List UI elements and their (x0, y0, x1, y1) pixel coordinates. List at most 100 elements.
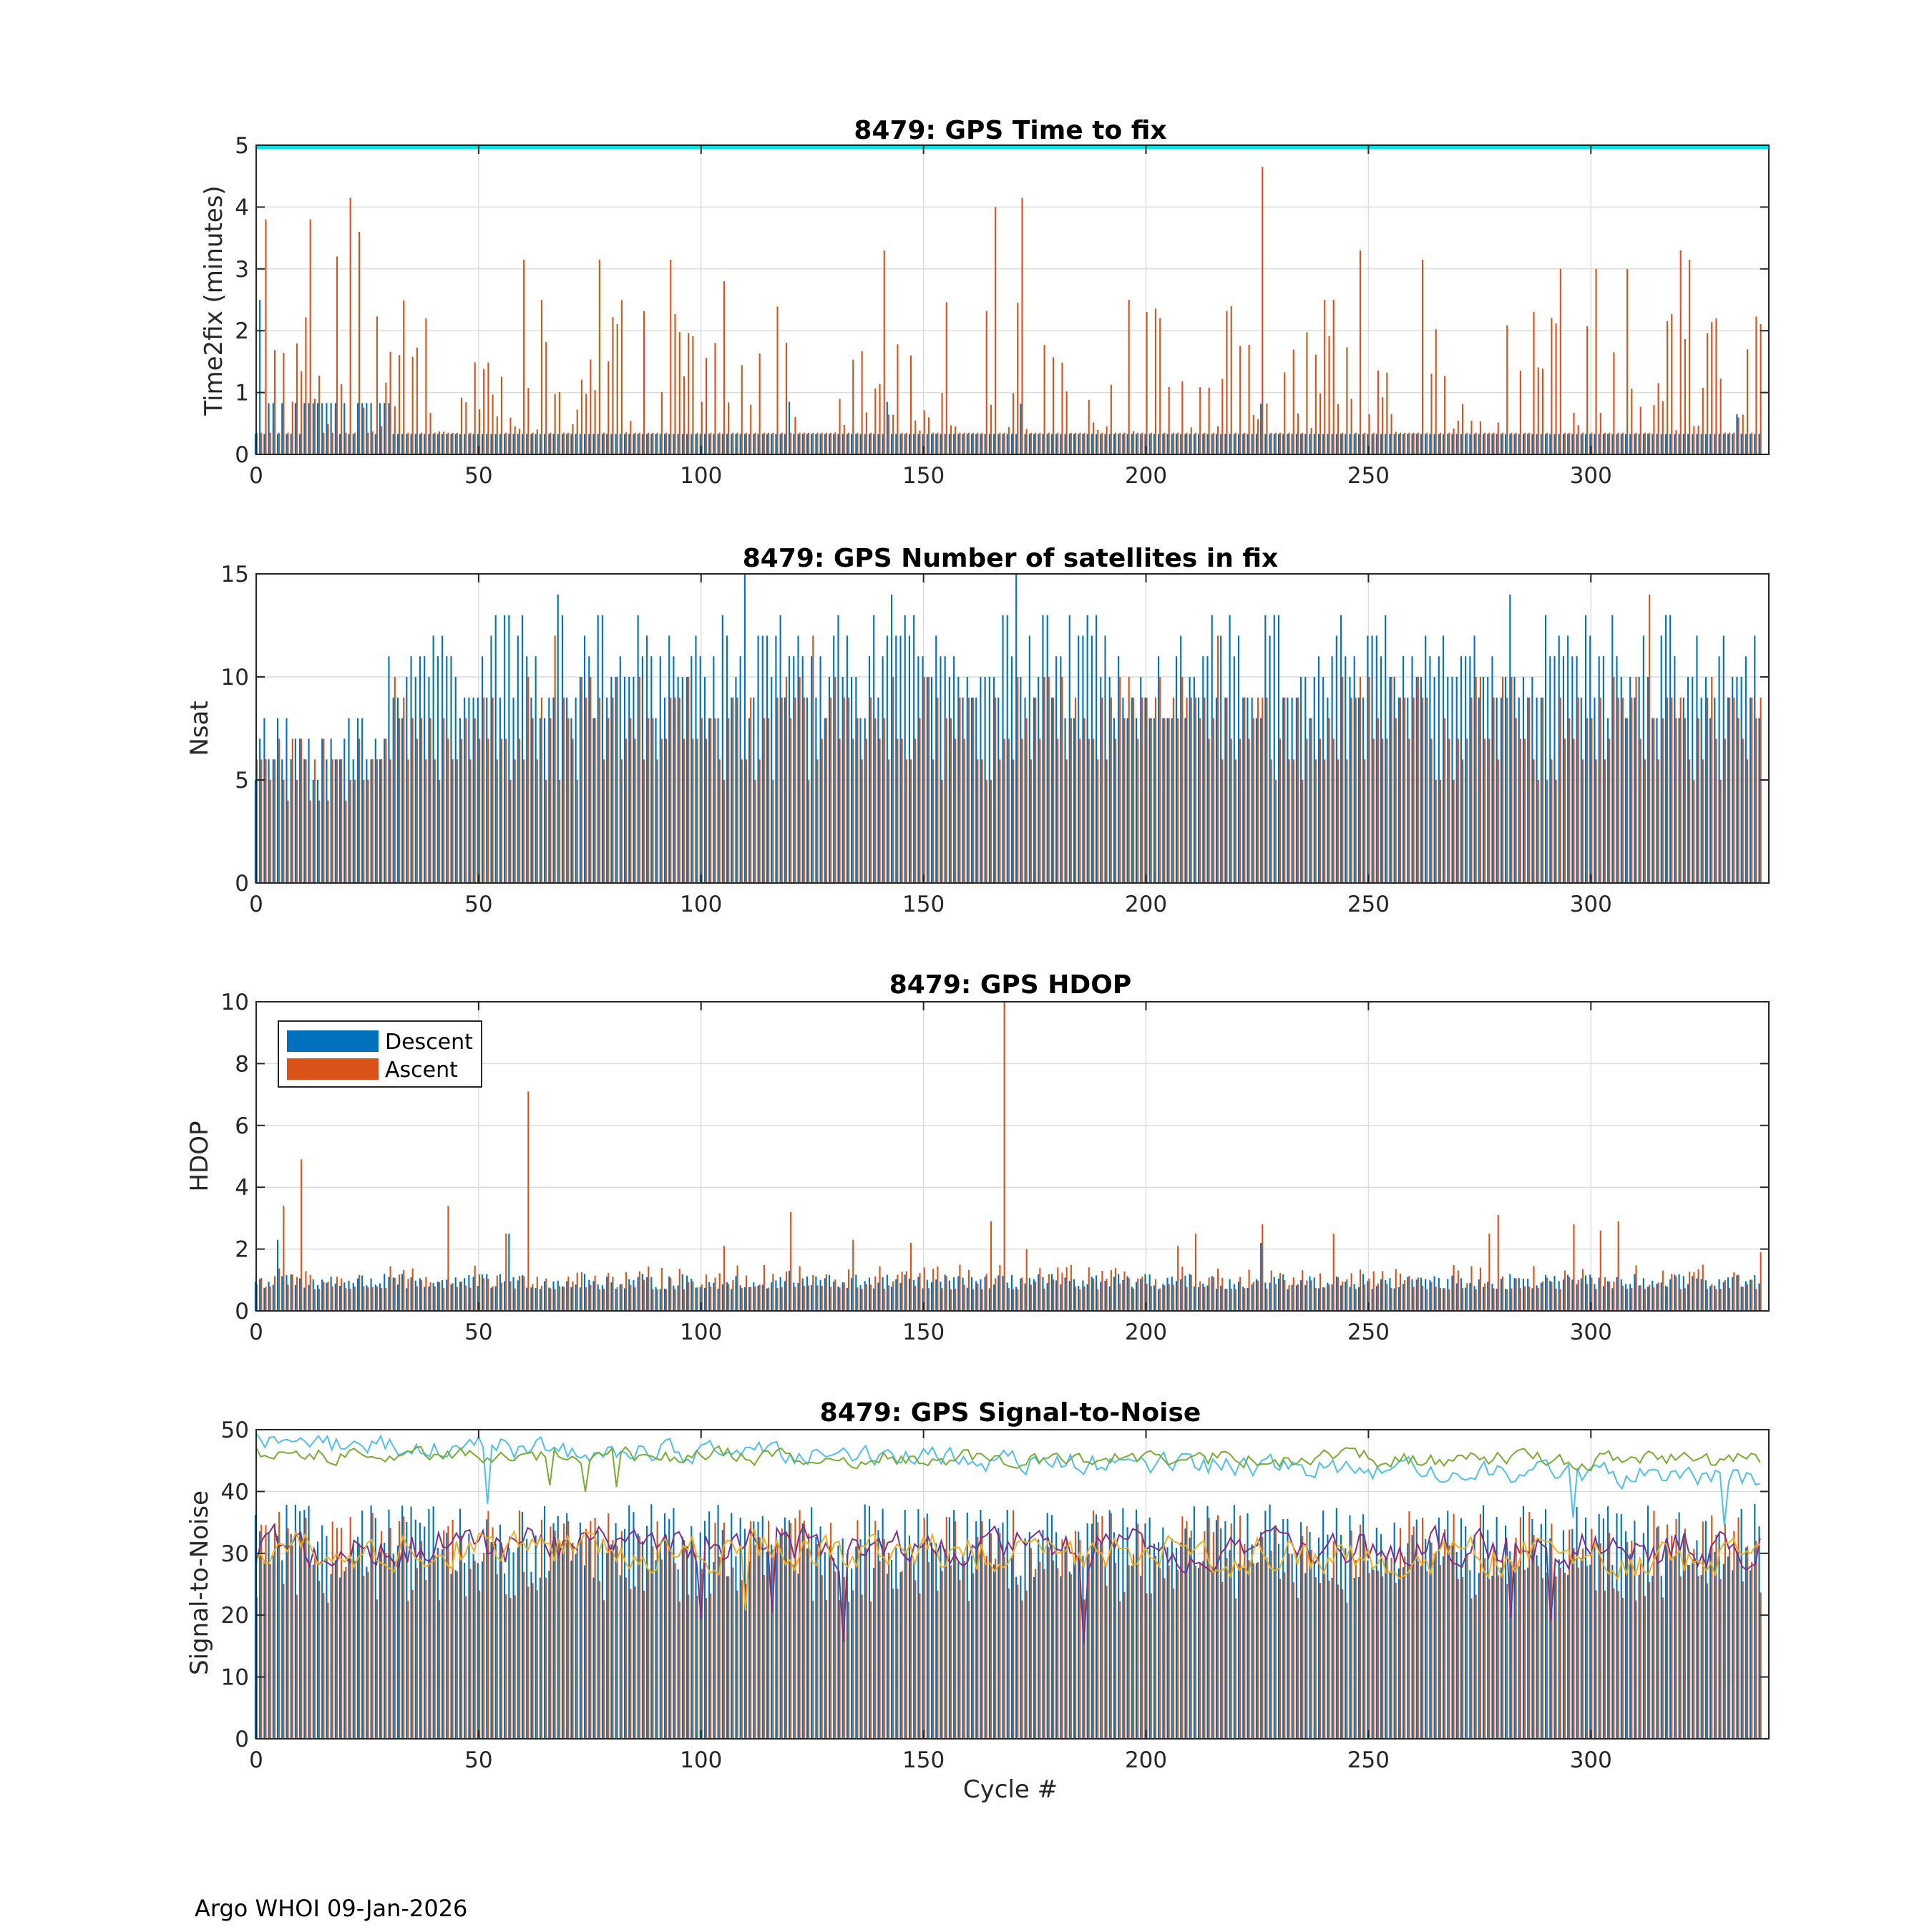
hdop-ascent-bar (1466, 1283, 1468, 1311)
hdop-ascent-bar (883, 1288, 885, 1311)
nsat-descent-bar (526, 656, 528, 883)
nsat-ascent-bar (341, 759, 343, 883)
time-to-fix-ascent-bar (1302, 432, 1304, 454)
nsat-ascent-bar (874, 718, 877, 883)
time-to-fix-descent-bar (472, 434, 474, 454)
snr-descent-bar (739, 1517, 741, 1739)
hdop-descent-bar (321, 1279, 323, 1311)
hdop-ascent-bar (1662, 1270, 1664, 1311)
hdop-ascent-bar (1461, 1288, 1464, 1311)
snr-ascent-bar (1501, 1559, 1504, 1739)
time-to-fix-ascent-bar (825, 432, 827, 454)
nsat-descent-bar (370, 759, 372, 883)
time-to-fix-ascent-bar (955, 426, 957, 454)
nsat-descent-bar (815, 697, 817, 883)
time-to-fix-ascent-bar (1314, 354, 1317, 454)
snr-ascent-bar (1742, 1581, 1744, 1739)
time-to-fix-descent-bar (1046, 434, 1048, 454)
nsat-descent-bar (757, 635, 759, 883)
hdop-descent-bar (717, 1288, 719, 1311)
snr-ascent-bar (1057, 1568, 1059, 1739)
snr-descent-bar (779, 1533, 781, 1739)
hdop-ascent-bar (1262, 1224, 1264, 1311)
hdop-ascent-bar (1039, 1268, 1041, 1311)
snr-descent-bar (1634, 1521, 1636, 1739)
time-to-fix-ascent-bar (772, 432, 774, 454)
time-to-fix-ascent-bar (887, 414, 890, 454)
nsat-ascent-bar (353, 780, 356, 883)
snr-ascent-bar (1760, 1592, 1762, 1739)
nsat-ascent-bar (1537, 780, 1539, 883)
snr-descent-bar (370, 1505, 372, 1739)
time-to-fix-ascent-bar (1644, 432, 1646, 454)
time-to-fix-descent-bar (628, 434, 630, 454)
nsat-descent-bar (966, 677, 968, 883)
hdop-ascent-bar (1288, 1285, 1290, 1311)
time-to-fix-ascent-bar (1270, 432, 1272, 454)
snr-descent-bar (1073, 1559, 1075, 1739)
hdop-ascent-bar (398, 1274, 401, 1311)
hdop-descent-bar (1371, 1289, 1373, 1311)
time-to-fix-descent-bar (1429, 434, 1431, 454)
time-to-fix-ascent-bar (394, 406, 396, 454)
nsat-ascent-bar (799, 677, 801, 883)
nsat-descent-bar (891, 594, 893, 883)
nsat-ascent-bar (1226, 697, 1228, 883)
nsat-descent-bar (877, 697, 879, 883)
nsat-ascent-bar (763, 718, 765, 883)
time-to-fix-ascent-bar (1065, 391, 1068, 454)
time-to-fix-descent-bar (1202, 434, 1204, 454)
hdop-ascent-bar (1733, 1272, 1735, 1311)
hdop-descent-bar (436, 1282, 439, 1311)
nsat-descent-bar (659, 656, 661, 883)
snr-ascent-bar (1577, 1567, 1579, 1739)
hdop-ascent-bar (1083, 1286, 1085, 1311)
time-to-fix-ascent-bar (1733, 432, 1735, 454)
snr-descent-bar (930, 1542, 933, 1739)
time-to-fix-ascent-bar (678, 332, 680, 454)
hdop-ascent-bar (1426, 1289, 1428, 1311)
snr-ascent-bar (496, 1574, 498, 1739)
snr-descent-bar (886, 1574, 888, 1739)
hdop-descent-bar (1482, 1287, 1485, 1311)
nsat-descent-bar (677, 677, 679, 883)
nsat-ascent-bar (1221, 759, 1224, 883)
snr-ascent-bar (638, 1536, 640, 1739)
time-to-fix-descent-bar (1455, 434, 1458, 454)
time-to-fix-ascent-bar (839, 399, 841, 454)
hdop-ascent-bar (327, 1282, 329, 1311)
time-to-fix-ascent-bar (1297, 413, 1299, 454)
nsat-ascent-bar (1061, 677, 1063, 883)
time-to-fix-descent-bar (779, 434, 781, 454)
hdop-descent-bar (494, 1286, 497, 1311)
nsat-ascent-bar (678, 697, 680, 883)
snr-ascent-bar (1430, 1542, 1433, 1739)
nsat-ascent-bar (1244, 697, 1246, 883)
time-to-fix-descent-bar (410, 434, 412, 454)
time-to-fix-ascent-bar (1675, 430, 1677, 454)
hdop-ascent-bar (296, 1277, 298, 1311)
hdop-ascent-bar (785, 1272, 788, 1311)
hdop-ascent-bar (923, 1267, 925, 1311)
time-to-fix-descent-bar (446, 434, 448, 454)
snr-ascent-bar (452, 1519, 454, 1739)
time-to-fix-ascent-bar (1461, 404, 1464, 454)
snr-descent-bar (459, 1508, 462, 1739)
hdop-x-tick-label: 300 (1570, 1319, 1612, 1345)
time-to-fix-ascent-bar (1332, 300, 1335, 454)
nsat-ascent-bar (950, 718, 952, 883)
time-to-fix-ascent-bar (1119, 432, 1121, 454)
time-to-fix-descent-bar (1042, 434, 1044, 454)
nsat-descent-bar (1709, 718, 1712, 883)
hdop-descent-bar (517, 1280, 519, 1311)
nsat-ascent-bar (905, 759, 907, 883)
time-to-fix-descent-bar (1322, 434, 1324, 454)
time-to-fix-ascent-bar (381, 426, 383, 454)
time-to-fix-ascent-bar (865, 412, 867, 454)
time-to-fix-ascent-bar (367, 432, 369, 454)
time-to-fix-ascent-bar (1252, 415, 1254, 454)
time-to-fix-descent-bar (997, 434, 1000, 454)
hdop-descent-bar (1380, 1279, 1382, 1311)
time-to-fix-descent-bar (1300, 434, 1302, 454)
snr-descent-bar (1108, 1510, 1111, 1739)
